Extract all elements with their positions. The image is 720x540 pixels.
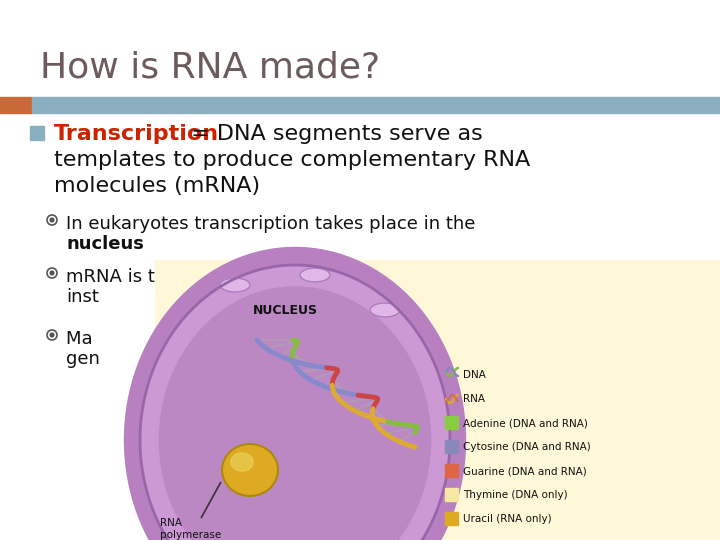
Text: nucleus: nucleus — [66, 235, 144, 253]
Text: Uracil (RNA only): Uracil (RNA only) — [463, 514, 552, 524]
Ellipse shape — [220, 278, 250, 292]
Text: = DNA segments serve as: = DNA segments serve as — [184, 124, 482, 144]
Bar — [32, 97, 720, 113]
Text: mRNA is the direct message of the DNA: mRNA is the direct message of the DNA — [66, 268, 426, 286]
Text: Guarine (DNA and RNA): Guarine (DNA and RNA) — [463, 466, 587, 476]
Text: Adenine (DNA and RNA): Adenine (DNA and RNA) — [463, 418, 588, 428]
Text: RNA
polymerase: RNA polymerase — [160, 518, 221, 539]
Ellipse shape — [370, 303, 400, 317]
Text: gen: gen — [66, 350, 100, 368]
Ellipse shape — [140, 265, 450, 540]
Bar — [155, 260, 720, 540]
Ellipse shape — [159, 287, 431, 540]
Ellipse shape — [300, 268, 330, 282]
Text: Cytosine (DNA and RNA): Cytosine (DNA and RNA) — [463, 442, 590, 452]
Bar — [445, 464, 458, 477]
Ellipse shape — [125, 247, 466, 540]
Bar — [445, 440, 458, 453]
Text: Ma                                                       n one: Ma n one — [66, 330, 459, 348]
Bar — [30, 126, 44, 140]
Bar — [0, 97, 32, 113]
Text: In eukaryotes transcription takes place in the: In eukaryotes transcription takes place … — [66, 215, 475, 233]
Text: RNA: RNA — [463, 394, 485, 404]
Bar — [445, 416, 458, 429]
Text: DNA: DNA — [463, 370, 486, 380]
Text: Transcription: Transcription — [54, 124, 219, 144]
Ellipse shape — [231, 453, 253, 471]
Circle shape — [50, 333, 54, 337]
Text: inst: inst — [66, 288, 99, 306]
Bar — [445, 488, 458, 501]
Circle shape — [50, 271, 54, 275]
Text: NUCLEUS: NUCLEUS — [253, 303, 318, 316]
Bar — [445, 512, 458, 525]
Circle shape — [50, 218, 54, 222]
Ellipse shape — [222, 444, 278, 496]
Text: molecules (mRNA): molecules (mRNA) — [54, 176, 260, 196]
Text: How is RNA made?: How is RNA made? — [40, 51, 380, 85]
Text: templates to produce complementary RNA: templates to produce complementary RNA — [54, 150, 530, 170]
Text: Thymine (DNA only): Thymine (DNA only) — [463, 490, 567, 500]
